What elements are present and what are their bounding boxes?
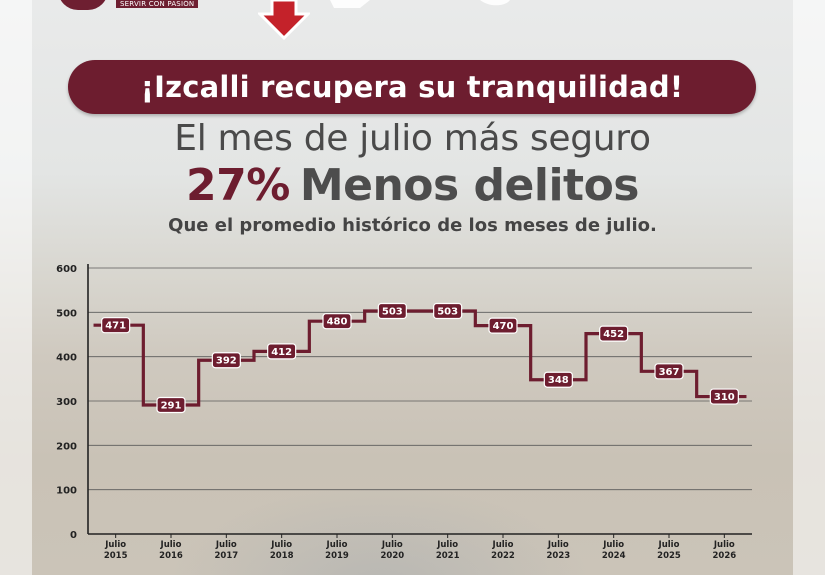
- y-tick-label: 300: [56, 397, 77, 408]
- x-tick-label-month: Julio: [381, 540, 403, 550]
- data-label-box: [267, 343, 297, 360]
- x-tick-label-month: Julio: [658, 540, 680, 550]
- headline-percent: 27%: [186, 160, 290, 211]
- right-border-strip: [793, 0, 825, 575]
- x-tick-label-year: 2018: [270, 551, 294, 561]
- data-label-box: [599, 325, 629, 342]
- data-label-box: [101, 317, 131, 334]
- x-tick-label-month: Julio: [436, 540, 458, 550]
- x-tick-label-year: 2019: [325, 551, 349, 561]
- y-tick-label: 500: [56, 308, 77, 319]
- data-label-box: [377, 302, 407, 320]
- title-banner: ¡Izcalli recupera su tranquilidad!: [68, 60, 756, 114]
- x-tick-label-year: 2015: [104, 551, 128, 561]
- data-label: 480: [327, 317, 348, 328]
- municipal-logo: SERVIR CON PASIÓN: [58, 0, 208, 10]
- headline-line-3: Que el promedio histórico de los meses d…: [168, 215, 657, 236]
- x-tick-label-month: Julio: [160, 540, 182, 550]
- background-city-photo: [0, 255, 825, 575]
- headline-line-2: 27% Menos delitos: [0, 160, 825, 211]
- data-label: 367: [659, 367, 680, 378]
- x-tick-label-month: Julio: [104, 540, 126, 550]
- data-label: 348: [548, 375, 569, 386]
- data-label: 471: [105, 321, 126, 332]
- logo-text: SERVIR CON PASIÓN: [116, 0, 199, 8]
- data-label: 291: [161, 400, 182, 411]
- y-tick-label: 600: [56, 264, 77, 275]
- data-label-box: [709, 388, 739, 405]
- data-label: 310: [714, 392, 735, 403]
- decorative-top-shapes: [330, 0, 510, 8]
- x-tick-label-month: Julio: [270, 540, 292, 550]
- x-tick-label-month: Julio: [713, 540, 735, 550]
- x-tick-label-month: Julio: [602, 540, 624, 550]
- down-arrow-icon: [258, 0, 310, 40]
- data-label-box: [156, 396, 186, 414]
- data-label-box: [322, 313, 352, 330]
- data-label: 452: [603, 329, 624, 340]
- x-tick-label-year: 2021: [436, 551, 460, 561]
- data-label: 470: [493, 321, 514, 332]
- y-tick-label: 100: [56, 486, 77, 497]
- x-tick-label-month: Julio: [326, 540, 348, 550]
- x-tick-label-year: 2022: [491, 551, 515, 561]
- y-tick-label: 400: [56, 353, 77, 364]
- x-tick-label-month: Julio: [215, 540, 237, 550]
- data-label: 392: [216, 356, 237, 367]
- x-tick-label-month: Julio: [492, 540, 514, 550]
- left-border-strip: [0, 0, 32, 575]
- y-tick-label: 200: [56, 441, 77, 452]
- x-tick-label-year: 2016: [159, 551, 183, 561]
- x-tick-label-year: 2024: [602, 551, 626, 561]
- y-tick-label: 0: [70, 530, 77, 541]
- series-line: [93, 309, 747, 407]
- headline-rest: Menos delitos: [299, 160, 640, 211]
- banner-title: ¡Izcalli recupera su tranquilidad!: [140, 70, 684, 104]
- x-tick-label-year: 2020: [380, 551, 404, 561]
- data-label-box: [488, 317, 518, 334]
- data-label-box: [433, 302, 463, 320]
- data-label-box: [543, 371, 573, 388]
- data-label: 503: [437, 307, 458, 318]
- data-label: 503: [382, 307, 403, 318]
- headline-line-1: El mes de julio más seguro: [174, 118, 651, 159]
- x-tick-label-month: Julio: [547, 540, 569, 550]
- data-label: 412: [271, 347, 292, 358]
- x-tick-label-year: 2025: [657, 551, 681, 561]
- data-label-box: [654, 363, 684, 380]
- data-label-box: [211, 352, 241, 369]
- x-tick-label-year: 2026: [712, 551, 736, 561]
- municipal-logo-icon: [58, 0, 108, 10]
- x-tick-label-year: 2017: [214, 551, 238, 561]
- x-tick-label-year: 2023: [546, 551, 570, 561]
